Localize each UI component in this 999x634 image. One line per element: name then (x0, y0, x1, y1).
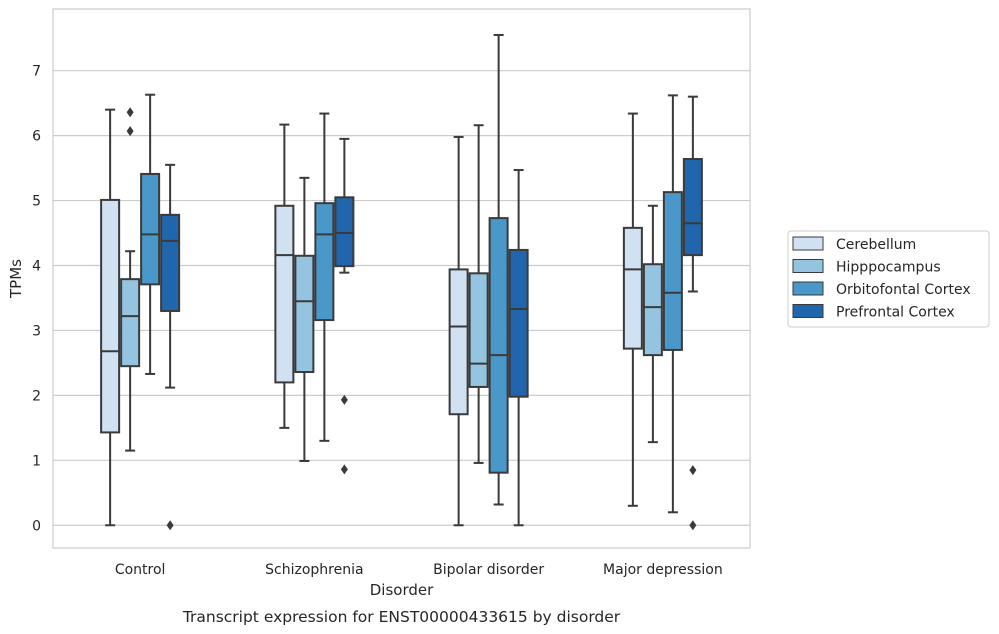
legend-swatch (792, 281, 824, 296)
outlier-point (689, 465, 697, 476)
legend-entry-label: Prefrontal Cortex (836, 305, 955, 321)
box-cerebellum (448, 135, 469, 527)
y-tick-label: 4 (32, 259, 41, 275)
x-axis-ticks: Control Schizophrenia Bipolar disorder Majo… (115, 562, 723, 578)
box-hipppocampus (120, 107, 141, 452)
x-tick-label: Major depression (603, 562, 723, 578)
box-orbitofontal-cortex (662, 94, 683, 514)
x-tick-label: Schizophrenia (265, 562, 363, 578)
y-tick-label: 2 (32, 388, 41, 404)
legend-entry-label: Hipppocampus (836, 260, 941, 276)
box-iqr (334, 196, 355, 268)
box-orbitofontal-cortex (314, 112, 335, 442)
box-prefrontal-cortex (160, 163, 181, 531)
box-iqr (488, 217, 509, 474)
box-iqr (160, 213, 181, 312)
box-orbitofontal-cortex (488, 33, 509, 506)
box-iqr (622, 226, 643, 350)
legend-frame (787, 230, 990, 328)
y-tick-label: 7 (32, 64, 41, 80)
legend-entry-label: Orbitofontal Cortex (836, 282, 971, 298)
y-tick-label: 6 (32, 129, 41, 145)
box-cerebellum (274, 123, 295, 429)
box-iqr (642, 263, 663, 357)
y-axis-label: TPMs (7, 259, 25, 299)
box-iqr (662, 191, 683, 351)
box-iqr (682, 158, 703, 257)
y-axis-ticks: 0 1 2 3 4 5 6 7 (32, 64, 41, 535)
box-iqr (140, 172, 161, 286)
box-orbitofontal-cortex (140, 93, 161, 375)
outlier-point (340, 464, 348, 475)
y-tick-label: 3 (32, 323, 41, 339)
outlier-point (166, 520, 174, 531)
box-iqr (468, 272, 489, 388)
box-iqr (508, 248, 529, 398)
box-prefrontal-cortex (334, 137, 355, 475)
legend-swatch (792, 236, 824, 251)
outlier-point (340, 394, 348, 405)
box-iqr (120, 278, 141, 368)
x-tick-label: Control (115, 562, 166, 578)
box-iqr (100, 198, 121, 434)
box-groups (100, 33, 703, 531)
box-prefrontal-cortex (682, 95, 703, 531)
y-tick-label: 0 (32, 518, 41, 534)
box-cerebellum (622, 112, 643, 507)
legend: Cerebellum Hipppocampus Orbitofontal Corte… (787, 230, 990, 328)
outlier-point (126, 126, 134, 137)
x-axis-label: Disorder (370, 581, 434, 599)
figure-caption: Transcript expression for ENST0000043361… (182, 608, 621, 626)
box-iqr (314, 202, 335, 322)
outlier-point (689, 520, 697, 531)
y-tick-label: 1 (32, 453, 41, 469)
outlier-point (126, 107, 134, 118)
plot-frame (52, 8, 751, 549)
box-hipppocampus (642, 204, 663, 444)
legend-entry-label: Cerebellum (836, 237, 916, 253)
x-tick-label: Bipolar disorder (433, 562, 544, 578)
legend-swatch (792, 259, 824, 273)
legend-swatch (792, 304, 824, 318)
box-iqr (294, 254, 315, 374)
box-hipppocampus (294, 176, 315, 462)
box-prefrontal-cortex (508, 169, 529, 527)
box-iqr (274, 204, 295, 384)
box-iqr (448, 268, 469, 416)
box-hipppocampus (468, 124, 489, 464)
y-tick-label: 5 (32, 194, 41, 210)
box-cerebellum (100, 108, 121, 527)
